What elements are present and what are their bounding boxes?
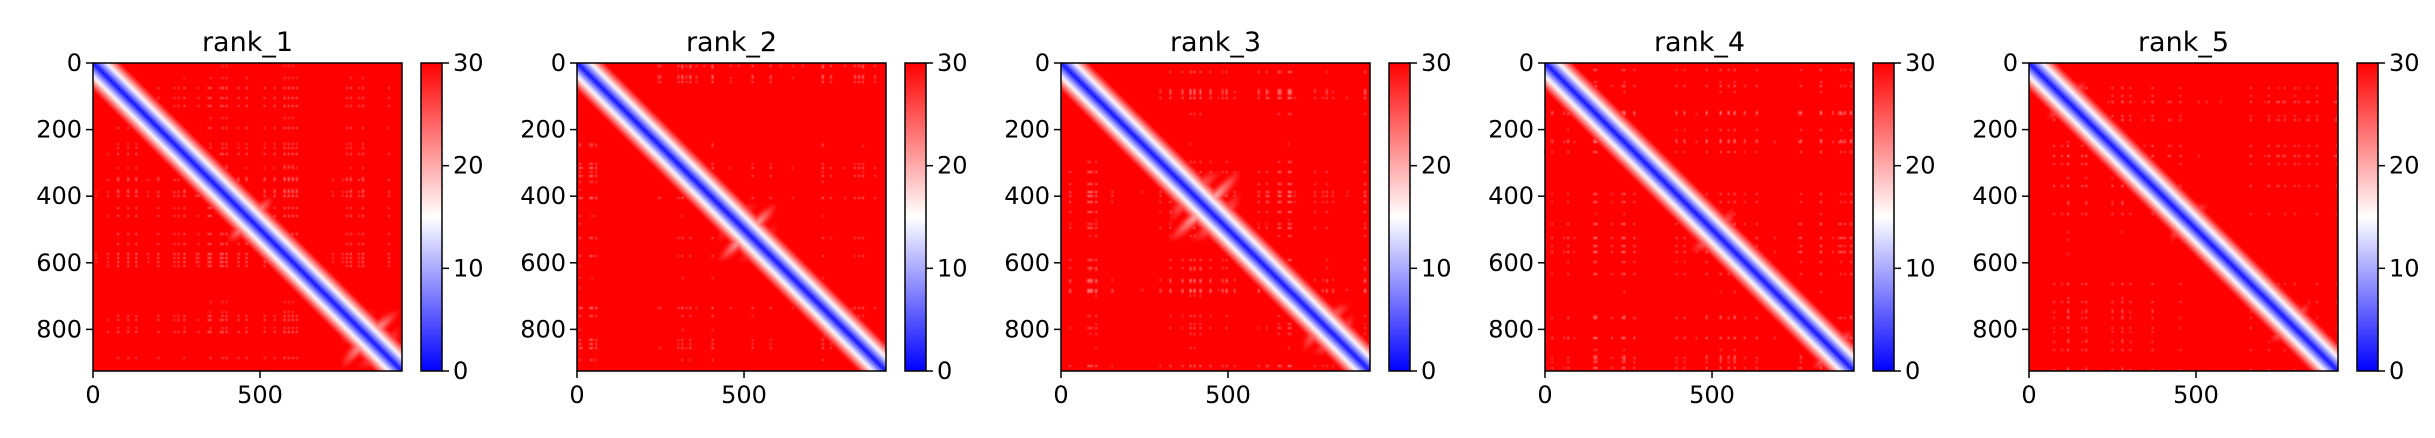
heatmap-panel: rank_5 0 500 0 200 400 600 800 0 10 20 30 [1972, 27, 2419, 409]
colorbar-tick-label: 0 [1905, 357, 1920, 385]
colorbar [1872, 62, 1895, 372]
plot-frame [92, 62, 403, 372]
x-tick-label: 0 [85, 381, 100, 409]
y-tick-label: 400 [1488, 182, 1534, 210]
y-tick-label: 400 [1004, 182, 1050, 210]
colorbar-tick-label: 10 [2389, 254, 2420, 282]
colorbar [904, 62, 927, 372]
plot-frame [2028, 62, 2339, 372]
colorbar-tick-label: 10 [937, 254, 968, 282]
colorbar-tick-label: 30 [2389, 49, 2420, 77]
y-tick-label: 800 [520, 315, 566, 343]
y-tick-label: 800 [1488, 315, 1534, 343]
y-tick-label: 400 [520, 182, 566, 210]
x-tick-label: 0 [569, 381, 584, 409]
colorbar-tick-label: 30 [937, 49, 968, 77]
panel-title: rank_3 [1170, 27, 1261, 58]
x-tick-label: 500 [1689, 381, 1735, 409]
colorbar-tick-label: 10 [1905, 254, 1936, 282]
colorbar-tick-label: 10 [453, 254, 484, 282]
colorbar-tick-label: 20 [1421, 152, 1452, 180]
colorbar [420, 62, 443, 372]
colorbar-tick-label: 30 [1905, 49, 1936, 77]
plot-frame [576, 62, 887, 372]
x-tick-label: 0 [1537, 381, 1552, 409]
y-tick-label: 200 [1004, 116, 1050, 144]
x-tick-label: 500 [1205, 381, 1251, 409]
heatmap-panel: rank_4 0 500 0 200 400 600 800 0 10 20 30 [1488, 27, 1935, 409]
y-tick-label: 0 [551, 49, 566, 77]
colorbar-tick-label: 0 [453, 357, 468, 385]
x-tick-label: 500 [721, 381, 767, 409]
heatmap-image [1545, 63, 1854, 371]
colorbar-tick-label: 20 [453, 152, 484, 180]
colorbar-tick-label: 20 [2389, 152, 2420, 180]
heatmap-panel: rank_3 0 500 0 200 400 600 800 0 10 20 30 [1004, 27, 1451, 409]
colorbar-tick-label: 20 [937, 152, 968, 180]
colorbar-tick-label: 0 [1421, 357, 1436, 385]
panel-title: rank_1 [202, 27, 293, 58]
heatmap-image [93, 63, 402, 371]
y-tick-label: 800 [36, 315, 82, 343]
y-tick-label: 200 [1972, 116, 2018, 144]
y-tick-label: 600 [36, 249, 82, 277]
y-tick-label: 0 [2003, 49, 2018, 77]
y-tick-label: 600 [1972, 249, 2018, 277]
plot-frame [1060, 62, 1371, 372]
colorbar-tick-label: 0 [937, 357, 952, 385]
y-tick-label: 600 [520, 249, 566, 277]
colorbar-tick-label: 0 [2389, 357, 2404, 385]
colorbar [1388, 62, 1411, 372]
x-tick-label: 0 [2021, 381, 2036, 409]
plot-frame [1544, 62, 1855, 372]
panel-title: rank_2 [686, 27, 777, 58]
heatmap-image [577, 63, 886, 371]
colorbar-tick-label: 20 [1905, 152, 1936, 180]
panel-title: rank_5 [2138, 27, 2229, 58]
y-tick-label: 200 [1488, 116, 1534, 144]
y-tick-label: 400 [1972, 182, 2018, 210]
y-tick-label: 0 [67, 49, 82, 77]
heatmap-image [1061, 63, 1370, 371]
y-tick-label: 800 [1004, 315, 1050, 343]
colorbar-tick-label: 10 [1421, 254, 1452, 282]
colorbar [2356, 62, 2379, 372]
colorbar-tick-label: 30 [1421, 49, 1452, 77]
x-tick-label: 0 [1053, 381, 1068, 409]
x-tick-label: 500 [2173, 381, 2219, 409]
heatmap-panel: rank_1 0 500 0 200 400 600 800 0 10 20 30 [36, 27, 483, 409]
y-tick-label: 600 [1004, 249, 1050, 277]
y-tick-label: 400 [36, 182, 82, 210]
y-tick-label: 0 [1519, 49, 1534, 77]
y-tick-label: 600 [1488, 249, 1534, 277]
y-tick-label: 200 [36, 116, 82, 144]
heatmap-panel: rank_2 0 500 0 200 400 600 800 0 10 20 30 [520, 27, 967, 409]
heatmap-image [2029, 63, 2338, 371]
colorbar-tick-label: 30 [453, 49, 484, 77]
x-tick-label: 500 [237, 381, 283, 409]
y-tick-label: 0 [1035, 49, 1050, 77]
panel-title: rank_4 [1654, 27, 1745, 58]
y-tick-label: 200 [520, 116, 566, 144]
y-tick-label: 800 [1972, 315, 2018, 343]
